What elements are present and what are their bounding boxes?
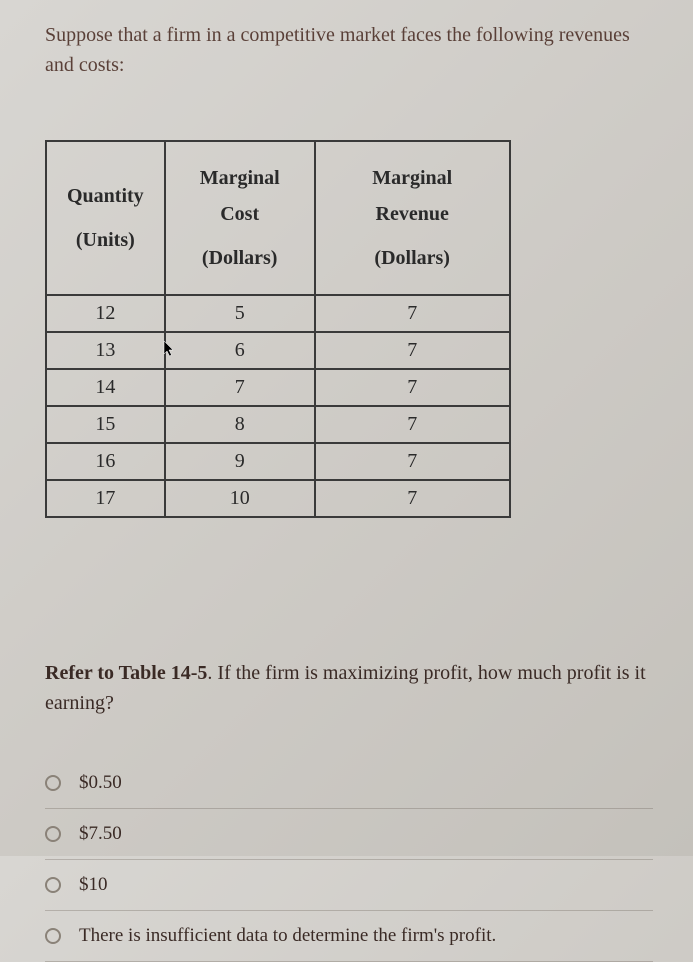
table-cell: 16 bbox=[46, 443, 165, 480]
question-text: Refer to Table 14-5. If the firm is maxi… bbox=[45, 658, 653, 718]
table-cell: 8 bbox=[165, 406, 315, 443]
table-cell: 7 bbox=[315, 332, 510, 369]
option-row[interactable]: $7.50 bbox=[45, 809, 653, 860]
question-prefix: Refer to Table 14-5 bbox=[45, 662, 207, 684]
option-row[interactable]: $10 bbox=[45, 860, 653, 911]
header-main: Marginal Revenue bbox=[372, 167, 452, 225]
radio-icon[interactable] bbox=[45, 877, 61, 893]
table-cell: 7 bbox=[315, 443, 510, 480]
table-cell: 7 bbox=[315, 406, 510, 443]
option-row[interactable]: $0.50 bbox=[45, 758, 653, 809]
table-cell: 9 bbox=[165, 443, 315, 480]
table-cell: 13 bbox=[46, 332, 165, 369]
option-label: $0.50 bbox=[79, 772, 122, 794]
table-cell: 10 bbox=[165, 480, 315, 517]
table-cell: 17 bbox=[46, 480, 165, 517]
table-row: 16 9 7 bbox=[46, 443, 510, 480]
table-row: 17 10 7 bbox=[46, 480, 510, 517]
table-row: 13 6 7 bbox=[46, 332, 510, 369]
header-main: Marginal Cost bbox=[200, 167, 280, 225]
table-cell: 12 bbox=[46, 295, 165, 332]
table-cell: 7 bbox=[315, 480, 510, 517]
table-header: Quantity (Units) bbox=[46, 141, 165, 295]
header-sub: (Dollars) bbox=[186, 240, 294, 276]
table-cell: 5 bbox=[165, 295, 315, 332]
table-cell: 15 bbox=[46, 406, 165, 443]
table-row: 14 7 7 bbox=[46, 369, 510, 406]
option-row[interactable]: There is insufficient data to determine … bbox=[45, 911, 653, 962]
header-sub: (Units) bbox=[67, 222, 144, 258]
option-label: $7.50 bbox=[79, 823, 122, 845]
radio-icon[interactable] bbox=[45, 775, 61, 791]
option-label: There is insufficient data to determine … bbox=[79, 925, 496, 947]
table-body: 12 5 7 13 6 7 14 7 7 15 8 7 16 9 7 17 10… bbox=[46, 295, 510, 517]
table-header: Marginal Revenue (Dollars) bbox=[315, 141, 510, 295]
table-cell: 14 bbox=[46, 369, 165, 406]
header-main: Quantity bbox=[67, 185, 144, 207]
options-list: $0.50 $7.50 $10 There is insufficient da… bbox=[45, 758, 653, 962]
data-table: Quantity (Units) Marginal Cost (Dollars)… bbox=[45, 140, 511, 518]
table-row: 15 8 7 bbox=[46, 406, 510, 443]
radio-icon[interactable] bbox=[45, 826, 61, 842]
table-cell: 7 bbox=[315, 369, 510, 406]
table-cell: 7 bbox=[315, 295, 510, 332]
table-header-row: Quantity (Units) Marginal Cost (Dollars)… bbox=[46, 141, 510, 295]
intro-text: Suppose that a firm in a competitive mar… bbox=[45, 20, 653, 80]
table-cell: 6 bbox=[165, 332, 315, 369]
radio-icon[interactable] bbox=[45, 928, 61, 944]
table-cell: 7 bbox=[165, 369, 315, 406]
table-row: 12 5 7 bbox=[46, 295, 510, 332]
table-header: Marginal Cost (Dollars) bbox=[165, 141, 315, 295]
option-label: $10 bbox=[79, 874, 108, 896]
header-sub: (Dollars) bbox=[336, 240, 489, 276]
